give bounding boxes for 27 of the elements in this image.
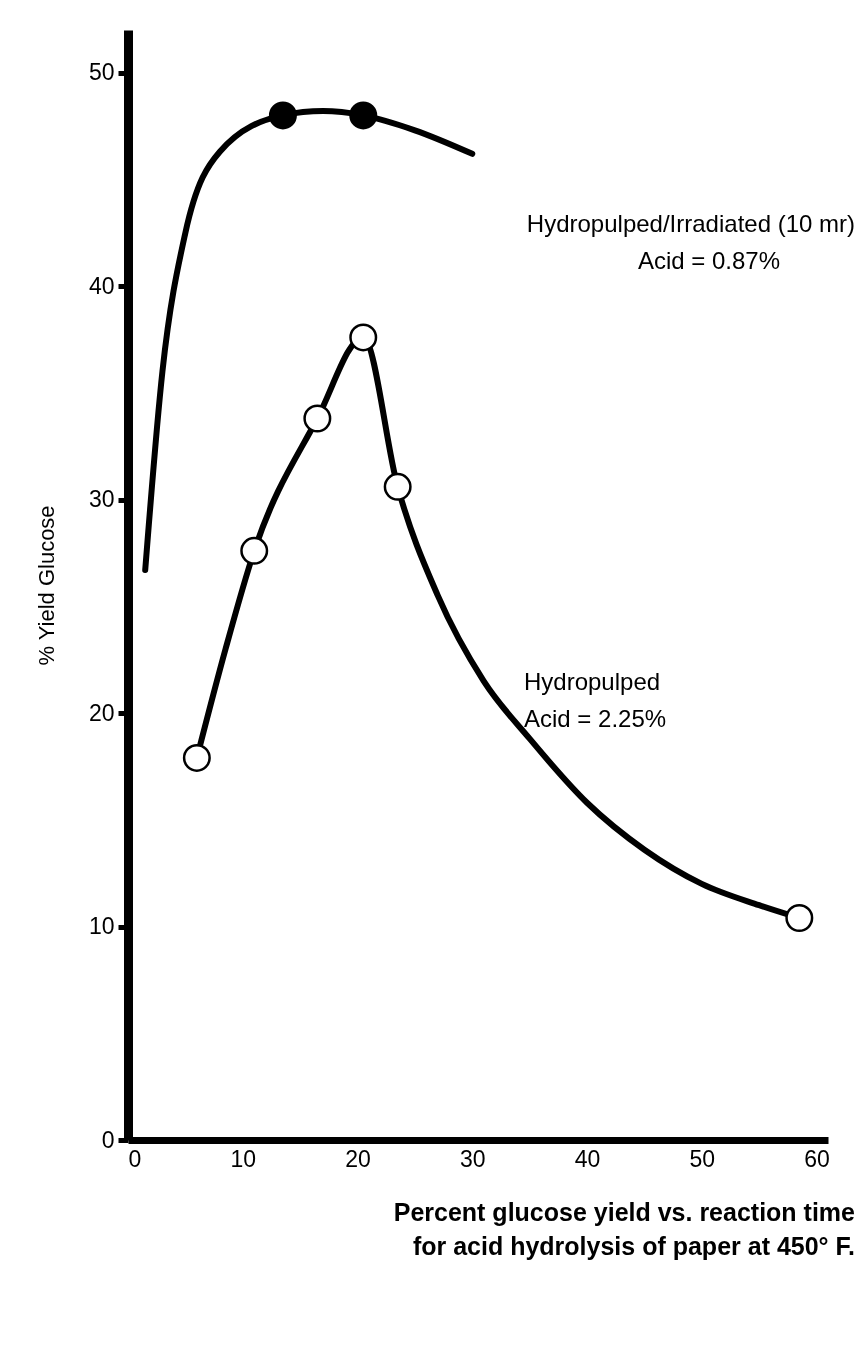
x-tick-label: 10 [230, 1145, 257, 1172]
y-tick-label: 50 [88, 59, 115, 86]
x-tick-label: 20 [345, 1145, 371, 1172]
point [349, 101, 378, 130]
annotation: Acid = 2.25% [524, 705, 667, 732]
y-tick-label: 40 [88, 272, 115, 299]
point [303, 404, 332, 433]
x-tick-label: 60 [804, 1145, 830, 1172]
x-tick-label: 40 [574, 1145, 601, 1172]
annotation: Hydropulped [524, 668, 661, 695]
x-tick-label: 50 [689, 1145, 716, 1172]
point [240, 536, 269, 565]
point [785, 904, 814, 932]
text: Percent glucose yield vs. reaction time for acid hydrolysis of paper at 450° F. [393, 1198, 856, 1260]
y-tick-label: 0 [101, 1126, 115, 1153]
y-axis-title: % Yield Glucose [33, 505, 59, 666]
x-tick-label: 30 [459, 1145, 486, 1172]
y-tick-label: 10 [88, 913, 115, 940]
y-tick-label: 30 [88, 486, 115, 513]
point [268, 101, 297, 130]
x-tick-label: 0 [128, 1145, 142, 1172]
point [383, 472, 412, 501]
point [182, 743, 211, 772]
point [349, 323, 378, 352]
annotation: Hydropulped/Irradiated (10 mr) [526, 210, 855, 237]
y-tick-label: 20 [88, 699, 115, 726]
annotation: Acid = 0.87% [637, 247, 780, 274]
